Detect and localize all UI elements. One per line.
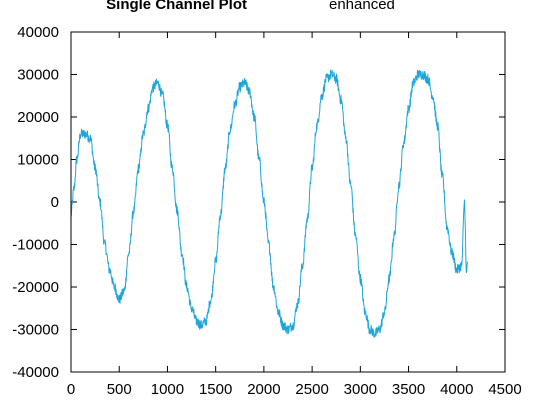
chart-title: Single Channel Plot	[106, 0, 247, 13]
y-tick-label: -40000	[12, 364, 59, 381]
x-tick-label: 4500	[488, 381, 521, 398]
x-tick-label: 2000	[247, 381, 280, 398]
x-tick-label: 1000	[151, 381, 184, 398]
y-tick-label: 0	[51, 194, 59, 211]
x-tick-label: 1500	[199, 381, 232, 398]
y-tick-label: 20000	[17, 109, 59, 126]
plot-frame	[70, 31, 506, 373]
y-tick-label: 10000	[17, 152, 59, 169]
x-tick-label: 500	[107, 381, 132, 398]
chart-subtitle: enhanced	[329, 0, 395, 13]
axis-ticks: 0 500 1000 1500 2000 2500 3000 3500 4000 4500 4000…	[12, 24, 521, 398]
y-tick-label: 30000	[17, 67, 59, 84]
y-tick-label: -10000	[12, 237, 59, 254]
y-tick-label: -20000	[12, 279, 59, 296]
series-layer	[70, 69, 468, 339]
x-tick-label: 2500	[295, 381, 328, 398]
x-tick-label: 0	[67, 381, 75, 398]
x-tick-label: 3000	[344, 381, 377, 398]
y-tick-label: -30000	[12, 322, 59, 339]
x-tick-label: 3500	[392, 381, 425, 398]
series-line-0	[70, 69, 468, 339]
y-tick-label: 40000	[17, 24, 59, 41]
x-tick-label: 4000	[440, 381, 473, 398]
